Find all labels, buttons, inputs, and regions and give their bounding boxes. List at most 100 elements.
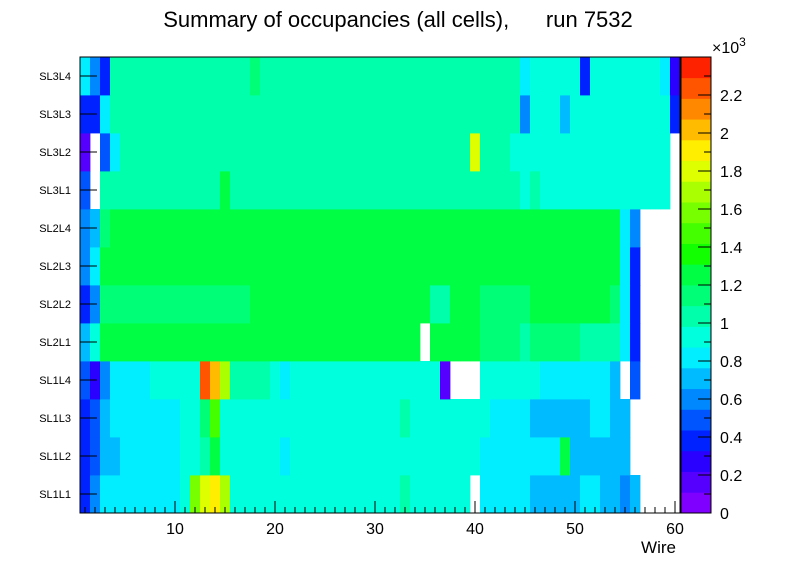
heatmap-cell bbox=[200, 361, 211, 400]
y-row-label: SL3L4 bbox=[39, 71, 71, 83]
heatmap-cell bbox=[450, 437, 461, 476]
heatmap-cell bbox=[400, 475, 411, 514]
color-scale-swatch bbox=[681, 139, 711, 162]
heatmap-cell bbox=[510, 437, 521, 476]
heatmap-cell bbox=[110, 133, 121, 172]
heatmap-cell bbox=[540, 171, 551, 210]
heatmap-cell bbox=[100, 133, 111, 172]
heatmap-cell bbox=[320, 95, 331, 134]
heatmap-cell bbox=[310, 361, 321, 400]
heatmap-cell bbox=[290, 57, 301, 96]
heatmap-cell bbox=[470, 285, 481, 324]
heatmap-cell bbox=[380, 475, 391, 514]
heatmap-cell bbox=[200, 171, 211, 210]
heatmap-cell bbox=[570, 171, 581, 210]
heatmap-cell bbox=[180, 399, 191, 438]
heatmap-cell bbox=[320, 475, 331, 514]
heatmap-cell bbox=[170, 247, 181, 286]
heatmap-cell bbox=[480, 57, 491, 96]
color-scale-exponent-base: ×10 bbox=[712, 40, 739, 57]
heatmap-cell bbox=[350, 209, 361, 248]
heatmap-cell bbox=[100, 361, 111, 400]
heatmap-cell bbox=[510, 133, 521, 172]
heatmap-cell bbox=[550, 95, 561, 134]
heatmap-cell bbox=[650, 133, 661, 172]
heatmap-cell bbox=[430, 95, 441, 134]
color-scale-swatch bbox=[681, 98, 711, 120]
heatmap-cell bbox=[630, 95, 641, 134]
color-scale-swatch bbox=[681, 222, 711, 244]
heatmap-cell bbox=[450, 475, 461, 514]
heatmap-cell bbox=[420, 475, 431, 514]
heatmap-cell bbox=[640, 133, 651, 172]
heatmap-cell bbox=[280, 247, 291, 286]
heatmap-cell bbox=[220, 323, 231, 362]
heatmap-cell bbox=[120, 399, 131, 438]
heatmap-cell bbox=[320, 247, 331, 286]
heatmap-cell bbox=[170, 133, 181, 172]
heatmap-cell bbox=[450, 399, 461, 438]
heatmap-cell bbox=[390, 133, 401, 172]
heatmap-cell bbox=[430, 171, 441, 210]
heatmap-cell bbox=[430, 209, 441, 248]
heatmap-cell bbox=[390, 361, 401, 400]
heatmap-cell bbox=[340, 95, 351, 134]
heatmap-cell bbox=[500, 171, 511, 210]
heatmap-cell bbox=[360, 285, 371, 324]
color-scale-swatch bbox=[681, 181, 711, 203]
heatmap-cell bbox=[220, 437, 231, 476]
heatmap-cell bbox=[300, 247, 311, 286]
heatmap-cell bbox=[190, 247, 201, 286]
heatmap-cell bbox=[260, 95, 271, 134]
heatmap-cell bbox=[230, 133, 241, 172]
heatmap-cell bbox=[180, 171, 191, 210]
heatmap-cell bbox=[640, 95, 651, 134]
heatmap-cell bbox=[100, 437, 111, 476]
heatmap-cell bbox=[500, 133, 511, 172]
heatmap-cell bbox=[530, 95, 541, 134]
heatmap-cell bbox=[300, 209, 311, 248]
heatmap-cell bbox=[180, 133, 191, 172]
heatmap-cell bbox=[420, 133, 431, 172]
heatmap-cell bbox=[490, 437, 501, 476]
heatmap-cell bbox=[130, 323, 141, 362]
heatmap-cell bbox=[360, 171, 371, 210]
heatmap-cell bbox=[340, 361, 351, 400]
heatmap-cell bbox=[580, 57, 591, 96]
heatmap-cell bbox=[450, 57, 461, 96]
heatmap-cell bbox=[310, 171, 321, 210]
heatmap-cell bbox=[140, 323, 151, 362]
color-scale-swatch bbox=[681, 347, 711, 369]
heatmap-cell bbox=[600, 399, 611, 438]
heatmap-cell bbox=[580, 361, 591, 400]
heatmap-cell bbox=[530, 437, 541, 476]
heatmap-cell bbox=[360, 475, 371, 514]
heatmap-cell bbox=[600, 57, 611, 96]
heatmap-cell bbox=[510, 475, 521, 514]
heatmap-cell bbox=[180, 323, 191, 362]
heatmap-cell bbox=[480, 399, 491, 438]
heatmap-cell bbox=[550, 209, 561, 248]
heatmap-cell bbox=[410, 285, 421, 324]
heatmap-cell bbox=[370, 95, 381, 134]
heatmap-cell bbox=[360, 361, 371, 400]
heatmap-cell bbox=[440, 399, 451, 438]
heatmap-cell bbox=[390, 323, 401, 362]
heatmap-cell bbox=[100, 171, 111, 210]
heatmap-cell bbox=[420, 399, 431, 438]
heatmap-cell bbox=[520, 133, 531, 172]
heatmap-cell bbox=[660, 133, 671, 172]
heatmap-cell bbox=[250, 399, 261, 438]
heatmap-cell bbox=[580, 247, 591, 286]
heatmap-cell bbox=[460, 209, 471, 248]
heatmap-cell bbox=[550, 247, 561, 286]
heatmap-cell bbox=[100, 247, 111, 286]
heatmap-cell bbox=[560, 399, 571, 438]
heatmap-cell bbox=[500, 323, 511, 362]
heatmap-cell bbox=[150, 361, 161, 400]
heatmap-cell bbox=[570, 209, 581, 248]
heatmap-cell bbox=[190, 133, 201, 172]
heatmap-cell bbox=[520, 399, 531, 438]
heatmap-cell bbox=[170, 361, 181, 400]
heatmap-cell bbox=[560, 361, 571, 400]
